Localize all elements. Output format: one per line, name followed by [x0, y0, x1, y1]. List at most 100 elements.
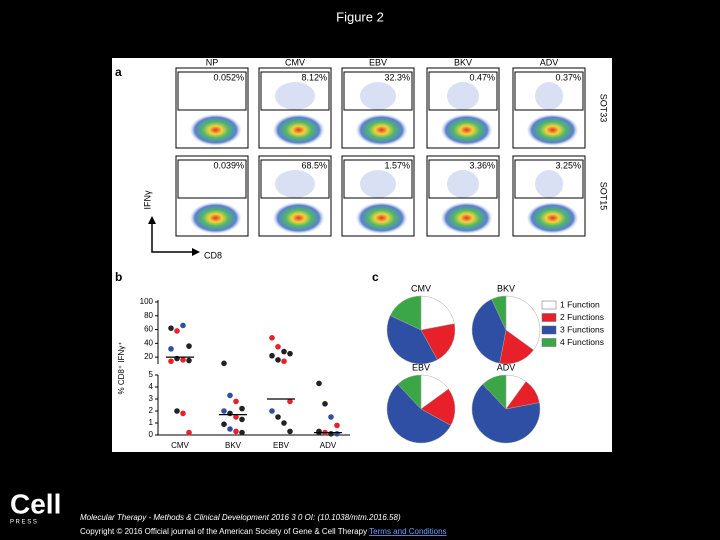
column-label: ADV	[540, 57, 559, 67]
x-tick-label: EBV	[273, 441, 290, 450]
gate-percent: 3.36%	[469, 160, 495, 170]
pie-slice	[386, 315, 438, 365]
data-point	[186, 357, 192, 364]
gate	[428, 159, 498, 199]
y-tick-label: 60	[144, 325, 153, 334]
event-cloud	[360, 82, 396, 110]
data-point	[174, 328, 180, 334]
pie-slice	[397, 374, 422, 410]
data-point	[233, 398, 239, 405]
gate	[514, 71, 584, 111]
event-cloud	[447, 170, 479, 198]
logo-sub: P R E S S	[10, 520, 37, 526]
data-point	[281, 420, 287, 426]
data-point	[227, 410, 233, 417]
data-point	[227, 392, 233, 399]
arrow-head	[148, 216, 200, 256]
data-point	[269, 335, 275, 341]
y-tick-label: 5	[149, 370, 154, 379]
gate	[343, 159, 413, 199]
data-point	[239, 405, 245, 412]
footer: Cell P R E S S Molecular Therapy - Metho…	[10, 488, 447, 536]
legend-label: 4 Functions	[560, 337, 604, 347]
y-tick-label: 100	[140, 297, 154, 306]
column-label: BKV	[454, 57, 472, 67]
event-cloud	[355, 114, 408, 146]
data-point	[168, 358, 174, 365]
row-label: SOT15	[599, 182, 609, 211]
data-point	[186, 343, 192, 349]
panel-a: a IFNγ CD8 NP CMV EBV BKV ADV SOT33 0.052% 8.12…	[115, 57, 609, 260]
data-point	[168, 346, 174, 352]
legend-swatch	[541, 313, 557, 322]
gate	[177, 71, 247, 111]
gate-percent: 1.57%	[384, 160, 410, 170]
gate-percent: 0.052%	[213, 72, 244, 82]
pie-slice	[491, 295, 507, 331]
panel-label: a	[115, 65, 122, 79]
data-point	[221, 408, 227, 414]
gate-percent: 0.039%	[213, 160, 244, 170]
event-cloud	[275, 170, 315, 198]
gate	[177, 159, 247, 199]
data-point	[180, 322, 186, 329]
data-point	[328, 414, 334, 420]
data-point	[281, 348, 287, 355]
y-tick-label: 0	[149, 430, 154, 439]
event-cloud	[360, 170, 396, 198]
pie-slice	[386, 383, 452, 444]
y-tick-label: 80	[144, 311, 153, 320]
pie-slice	[389, 295, 422, 331]
event-cloud	[275, 82, 315, 110]
data-point	[221, 360, 227, 367]
data-point	[328, 431, 334, 437]
event-cloud	[440, 114, 493, 146]
legend-label: 2 Functions	[560, 312, 604, 322]
data-point	[287, 428, 293, 435]
event-cloud	[272, 114, 325, 146]
pie-title: CMV	[411, 283, 431, 293]
terms-link[interactable]: Terms and Conditions	[369, 527, 446, 536]
copyright-text: Copyright © 2016 Official journal of the…	[80, 527, 367, 536]
event-cloud	[355, 202, 408, 234]
event-cloud	[526, 202, 579, 234]
pie-slice	[482, 374, 507, 410]
citation: Molecular Therapy - Methods & Clinical D…	[80, 513, 401, 522]
column-label: EBV	[369, 57, 387, 67]
data-point	[233, 414, 239, 420]
data-point	[239, 416, 245, 423]
pie-title: BKV	[497, 283, 515, 293]
y-tick-label: 3	[149, 394, 154, 403]
data-point	[227, 426, 233, 432]
gate-percent: 0.37%	[555, 72, 581, 82]
data-point	[239, 429, 245, 436]
event-cloud	[189, 202, 242, 234]
axis-arrow	[151, 220, 196, 253]
data-point	[287, 398, 293, 405]
legend-label: 1 Function	[560, 299, 600, 309]
data-point	[180, 357, 186, 363]
legend-swatch	[541, 338, 557, 347]
data-point	[168, 325, 174, 331]
event-cloud	[535, 82, 563, 110]
data-point	[316, 380, 322, 387]
logo: Cell	[10, 488, 61, 519]
legend-label: 3 Functions	[560, 324, 604, 334]
data-point	[269, 408, 275, 414]
y-tick-label: 1	[149, 418, 154, 427]
data-point	[334, 422, 340, 429]
legend-swatch	[541, 325, 557, 335]
data-point	[287, 350, 293, 357]
data-point	[233, 428, 239, 435]
data-point	[174, 408, 180, 414]
data-point	[269, 352, 275, 359]
x-tick-label: BKV	[225, 441, 242, 450]
y-tick-label: 2	[149, 406, 154, 415]
event-cloud	[272, 202, 325, 234]
data-point	[322, 401, 328, 407]
column-label: CMV	[285, 57, 305, 67]
event-cloud	[440, 202, 493, 234]
data-point	[275, 414, 281, 420]
